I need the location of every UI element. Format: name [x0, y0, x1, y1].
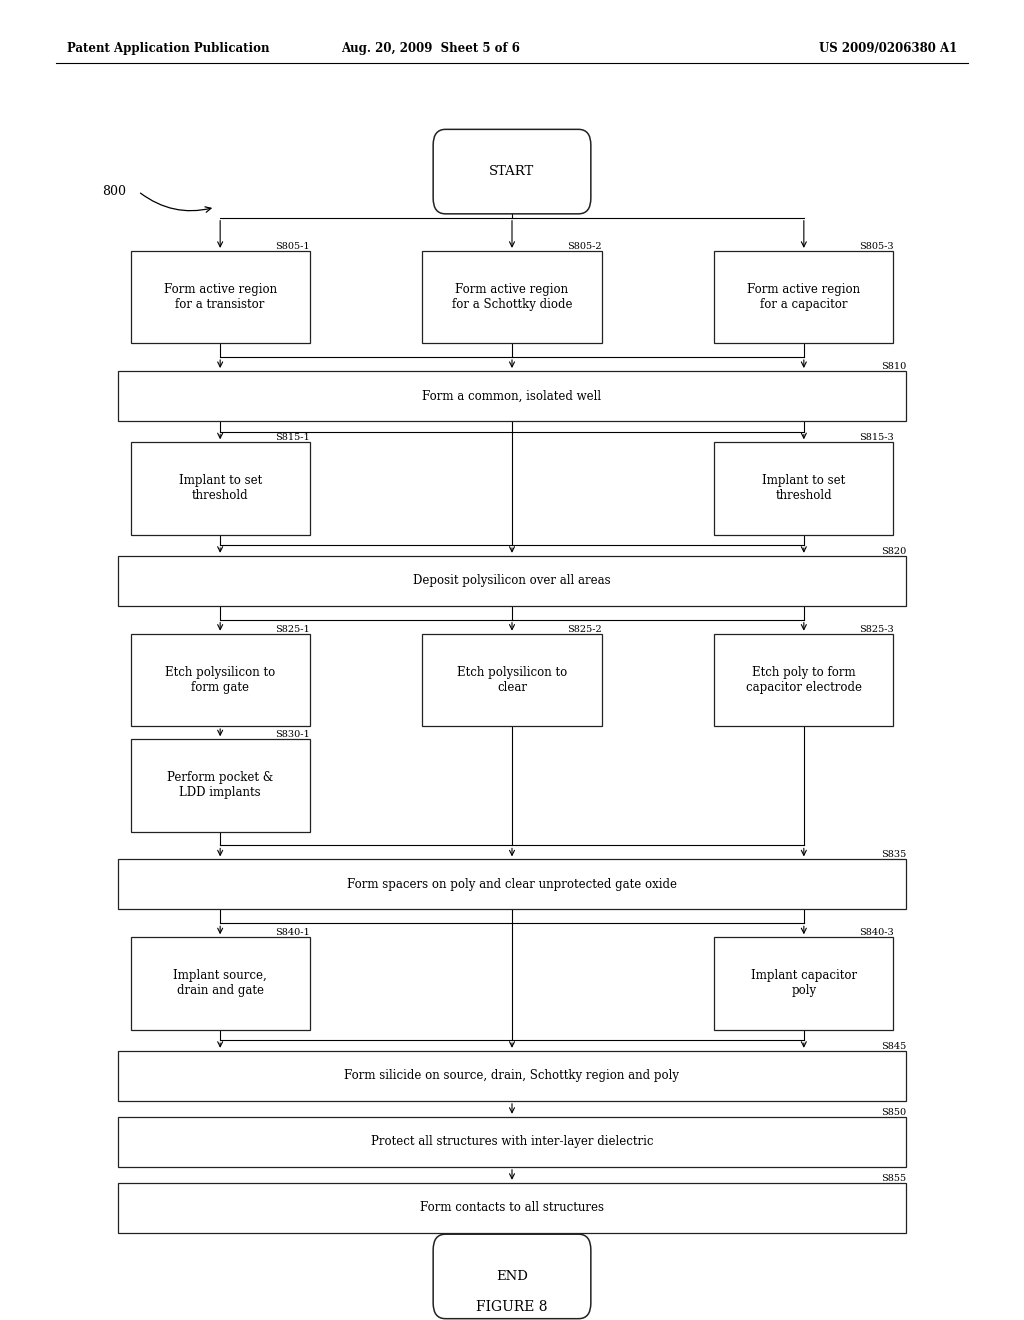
Text: S835: S835 [881, 850, 906, 859]
Bar [715, 937, 893, 1030]
Bar [422, 251, 601, 343]
Text: Etch polysilicon to
form gate: Etch polysilicon to form gate [165, 665, 275, 694]
Text: Implant source,
drain and gate: Implant source, drain and gate [173, 969, 267, 998]
Bar [118, 1117, 906, 1167]
Text: 800: 800 [102, 185, 126, 198]
Text: Form a common, isolated well: Form a common, isolated well [423, 389, 601, 403]
Text: S825-3: S825-3 [859, 624, 893, 634]
Text: Implant to set
threshold: Implant to set threshold [178, 474, 262, 503]
Text: S815-3: S815-3 [859, 433, 893, 442]
Text: S820: S820 [881, 546, 906, 556]
Bar [715, 634, 893, 726]
Text: S805-2: S805-2 [567, 242, 602, 251]
FancyBboxPatch shape [433, 129, 591, 214]
Text: S825-2: S825-2 [567, 624, 602, 634]
Text: Form active region
for a capacitor: Form active region for a capacitor [748, 282, 860, 312]
Text: S830-1: S830-1 [275, 730, 309, 739]
Text: Form contacts to all structures: Form contacts to all structures [420, 1201, 604, 1214]
Text: S805-3: S805-3 [859, 242, 893, 251]
Bar [131, 634, 309, 726]
Text: Aug. 20, 2009  Sheet 5 of 6: Aug. 20, 2009 Sheet 5 of 6 [341, 42, 519, 55]
Text: Implant capacitor
poly: Implant capacitor poly [751, 969, 857, 998]
Bar [118, 859, 906, 909]
Bar [715, 442, 893, 535]
Bar [118, 1183, 906, 1233]
Text: Form spacers on poly and clear unprotected gate oxide: Form spacers on poly and clear unprotect… [347, 878, 677, 891]
Text: S845: S845 [881, 1041, 906, 1051]
Text: S840-1: S840-1 [275, 928, 309, 937]
Bar [422, 634, 601, 726]
Text: Form silicide on source, drain, Schottky region and poly: Form silicide on source, drain, Schottky… [344, 1069, 680, 1082]
FancyBboxPatch shape [433, 1234, 591, 1319]
Text: END: END [496, 1270, 528, 1283]
Text: Form active region
for a Schottky diode: Form active region for a Schottky diode [452, 282, 572, 312]
Text: Etch poly to form
capacitor electrode: Etch poly to form capacitor electrode [745, 665, 862, 694]
Text: S825-1: S825-1 [275, 624, 309, 634]
Bar [715, 251, 893, 343]
Text: S810: S810 [881, 362, 906, 371]
Text: S850: S850 [881, 1107, 906, 1117]
Bar [131, 937, 309, 1030]
Bar [118, 556, 906, 606]
Bar [118, 371, 906, 421]
Bar [131, 442, 309, 535]
Text: Implant to set
threshold: Implant to set threshold [762, 474, 846, 503]
Text: Etch polysilicon to
clear: Etch polysilicon to clear [457, 665, 567, 694]
Text: Patent Application Publication: Patent Application Publication [67, 42, 269, 55]
Text: S815-1: S815-1 [275, 433, 309, 442]
Text: Perform pocket &
LDD implants: Perform pocket & LDD implants [167, 771, 273, 800]
Text: S805-1: S805-1 [275, 242, 309, 251]
Text: S840-3: S840-3 [859, 928, 893, 937]
Text: S855: S855 [881, 1173, 906, 1183]
Text: US 2009/0206380 A1: US 2009/0206380 A1 [819, 42, 957, 55]
Text: Deposit polysilicon over all areas: Deposit polysilicon over all areas [414, 574, 610, 587]
Bar [131, 251, 309, 343]
Text: FIGURE 8: FIGURE 8 [476, 1300, 548, 1313]
Text: Form active region
for a transistor: Form active region for a transistor [164, 282, 276, 312]
Text: Protect all structures with inter-layer dielectric: Protect all structures with inter-layer … [371, 1135, 653, 1148]
Bar [118, 1051, 906, 1101]
Bar [131, 739, 309, 832]
Text: START: START [489, 165, 535, 178]
